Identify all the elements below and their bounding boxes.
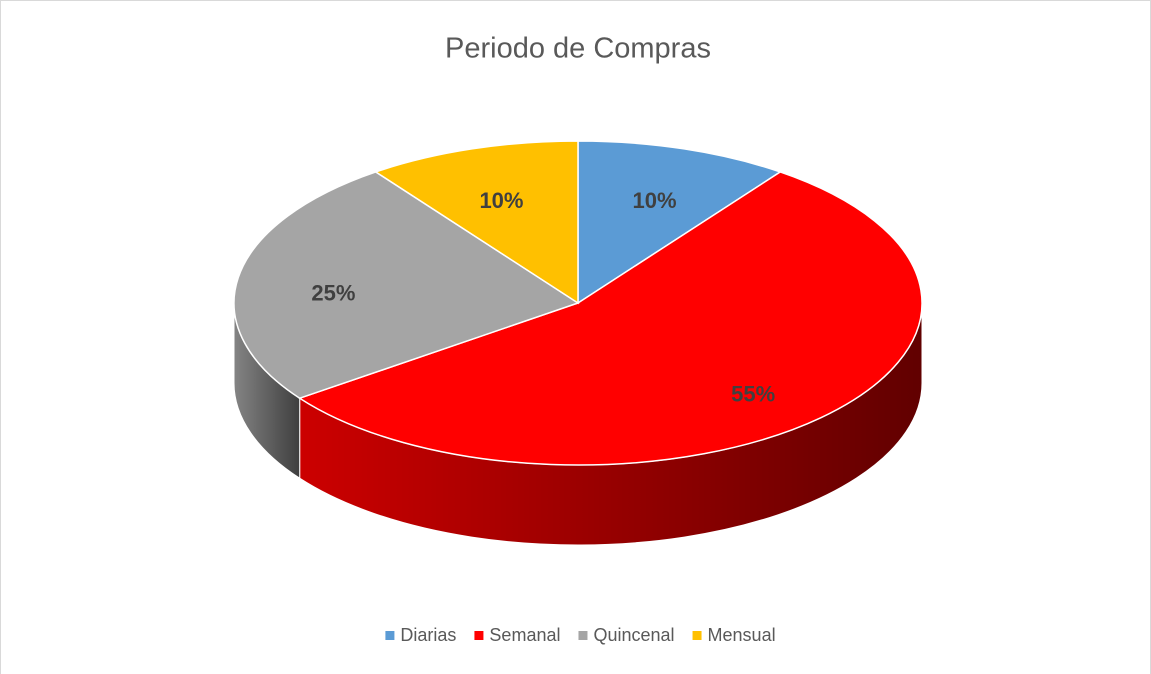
legend-label: Semanal bbox=[489, 625, 560, 645]
legend-swatch bbox=[578, 631, 588, 640]
data-label: 25% bbox=[311, 281, 355, 306]
data-label: 10% bbox=[479, 188, 523, 213]
legend: Diarias Semanal Quincenal Mensual bbox=[385, 625, 776, 645]
slice bbox=[233, 171, 580, 400]
slice bbox=[577, 140, 782, 305]
slice bbox=[374, 140, 579, 305]
legend-label: Quincenal bbox=[593, 625, 674, 645]
data-label: 55% bbox=[731, 381, 775, 406]
legend-swatch bbox=[385, 631, 395, 640]
legend-label: Diarias bbox=[400, 625, 456, 645]
chart-title: Periodo de Compras bbox=[445, 33, 711, 65]
legend-label: Mensual bbox=[708, 625, 776, 645]
legend-swatch bbox=[692, 631, 702, 640]
slice bbox=[297, 171, 923, 466]
legend-swatch bbox=[474, 631, 484, 640]
data-label: 10% bbox=[633, 188, 677, 213]
